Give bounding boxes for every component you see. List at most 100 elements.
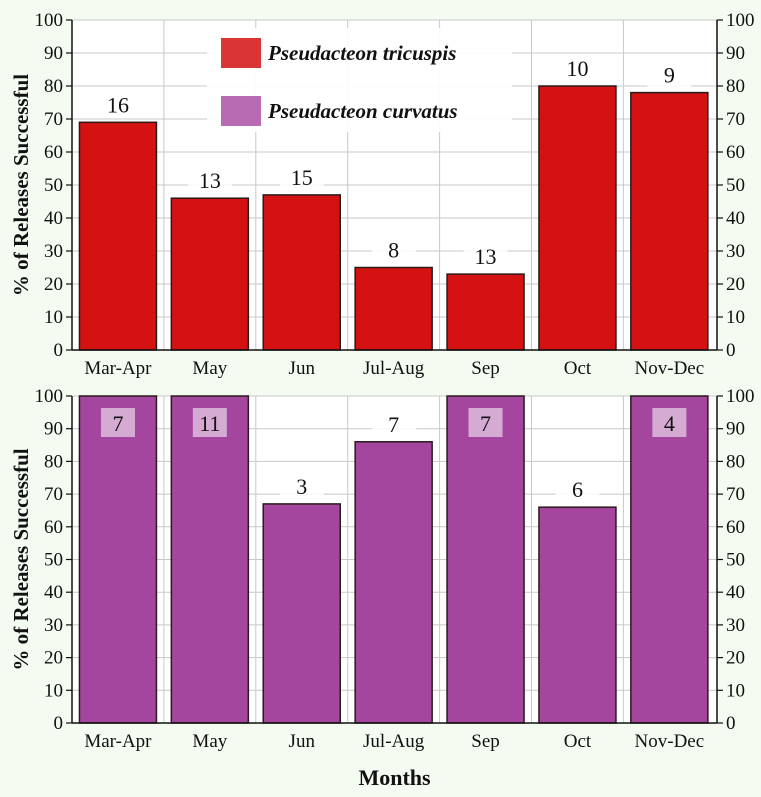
data-label: 7 <box>112 411 123 436</box>
bar <box>354 441 433 724</box>
y-tick-label-right: 10 <box>726 680 745 701</box>
data-label: 13 <box>199 168 221 193</box>
bar <box>446 273 525 351</box>
y-tick-label-right: 100 <box>726 10 755 31</box>
y-tick-label-right: 50 <box>726 175 745 196</box>
data-label: 8 <box>388 238 399 263</box>
y-tick-label-right: 20 <box>726 648 745 669</box>
y-tick-label: 80 <box>44 76 63 97</box>
bar <box>262 503 341 724</box>
y-tick-label-right: 30 <box>726 241 745 262</box>
data-label-box <box>95 92 140 117</box>
x-tick-label: Jun <box>289 358 316 379</box>
y-tick-label-right: 60 <box>726 517 745 538</box>
y-tick-label: 0 <box>54 713 64 734</box>
y-tick-label: 90 <box>44 419 63 440</box>
y-tick-label-right: 10 <box>726 307 745 328</box>
data-label-box <box>192 408 227 437</box>
data-label: 9 <box>664 63 675 88</box>
data-label-box <box>652 408 687 437</box>
bar <box>78 121 158 351</box>
y-tick-label-right: 70 <box>726 109 745 130</box>
bar <box>262 194 341 351</box>
y-tick-label-right: 30 <box>726 615 745 636</box>
y-tick-label-right: 40 <box>726 208 745 229</box>
data-label-box <box>187 168 232 193</box>
y-tick-label: 50 <box>44 550 63 571</box>
data-label-box <box>100 408 135 437</box>
y-tick-label: 30 <box>44 615 63 636</box>
bar <box>354 266 433 351</box>
y-tick-label: 0 <box>54 340 64 361</box>
y-tick-label: 10 <box>44 680 63 701</box>
y-tick-label: 40 <box>44 582 63 603</box>
y-tick-label-right: 50 <box>726 550 745 571</box>
legend-label: Pseudacteon tricuspis <box>267 41 456 65</box>
y-tick-label: 100 <box>35 10 64 31</box>
y-tick-label: 20 <box>44 648 63 669</box>
x-tick-label: Oct <box>564 358 592 379</box>
bar <box>538 85 617 351</box>
data-label: 10 <box>566 56 588 81</box>
legend-label: Pseudacteon curvatus <box>267 99 458 123</box>
y-axis-label: % of Releases Successful <box>9 74 33 296</box>
x-tick-label: Oct <box>564 731 592 752</box>
legend-swatch <box>221 96 261 126</box>
x-axis-label: Months <box>358 765 431 790</box>
x-tick-label: Jul-Aug <box>363 358 425 379</box>
y-tick-label: 90 <box>44 43 63 64</box>
data-label: 16 <box>107 92 129 117</box>
y-tick-label: 60 <box>44 517 63 538</box>
data-label-box <box>555 56 600 80</box>
y-tick-label: 70 <box>44 109 63 130</box>
x-tick-label: Jun <box>289 731 316 752</box>
x-tick-label: Nov-Dec <box>635 731 705 752</box>
legend-swatch <box>221 38 261 68</box>
y-tick-label-right: 40 <box>726 582 745 603</box>
data-label: 7 <box>388 412 399 437</box>
x-tick-label: Mar-Apr <box>84 358 152 379</box>
data-label: 15 <box>291 165 313 190</box>
bar <box>630 91 709 351</box>
y-tick-label: 20 <box>44 274 63 295</box>
y-tick-label: 60 <box>44 142 63 163</box>
bar <box>170 395 250 724</box>
data-label-box <box>463 244 508 269</box>
bar <box>170 197 250 351</box>
data-label-box <box>279 473 324 498</box>
y-tick-label: 10 <box>44 307 63 328</box>
x-tick-label: Sep <box>471 731 500 752</box>
y-tick-label-right: 20 <box>726 274 745 295</box>
y-axis-label: % of Releases Successful <box>9 448 33 670</box>
data-label-box <box>555 477 600 502</box>
y-tick-label-right: 90 <box>726 419 745 440</box>
bar <box>538 506 617 724</box>
data-label: 7 <box>480 411 491 436</box>
data-label: 13 <box>475 244 497 269</box>
y-tick-label-right: 0 <box>726 340 736 361</box>
bar <box>630 395 709 724</box>
y-tick-label: 30 <box>44 241 63 262</box>
y-tick-label: 70 <box>44 484 63 505</box>
data-label: 11 <box>199 411 220 436</box>
data-label-box <box>279 164 324 189</box>
y-tick-label-right: 70 <box>726 484 745 505</box>
x-tick-label: May <box>192 731 227 752</box>
y-tick-label-right: 0 <box>726 713 736 734</box>
bar <box>446 395 525 724</box>
y-tick-label-right: 100 <box>726 386 755 407</box>
y-tick-label-right: 80 <box>726 451 745 472</box>
y-tick-label: 40 <box>44 208 63 229</box>
data-label-box <box>468 408 503 437</box>
y-tick-label-right: 60 <box>726 142 745 163</box>
data-label-box <box>371 411 416 436</box>
bar <box>78 395 158 724</box>
data-label: 4 <box>664 411 675 436</box>
y-tick-label: 50 <box>44 175 63 196</box>
x-tick-label: May <box>192 358 227 379</box>
x-tick-label: Mar-Apr <box>84 731 152 752</box>
legend: Pseudacteon tricuspis Pseudacteon curvatu… <box>207 28 512 132</box>
data-label: 3 <box>296 474 307 499</box>
